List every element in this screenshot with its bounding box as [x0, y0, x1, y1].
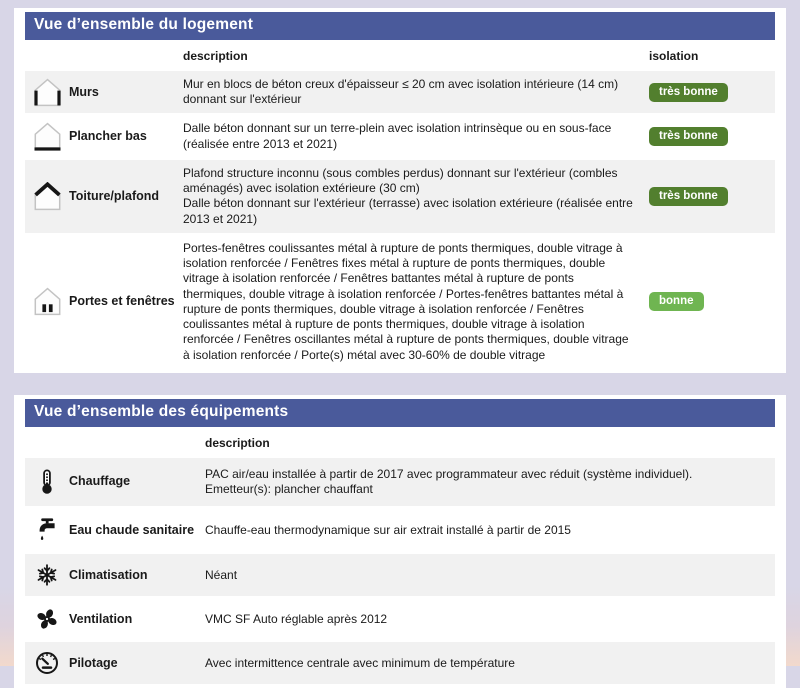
row-label: Murs [69, 84, 99, 99]
row-label: Ventilation [69, 611, 133, 626]
isolation-badge: très bonne [649, 127, 728, 147]
table-row-murs: Murs Mur en blocs de béton creux d'épais… [25, 71, 775, 114]
table-row-plancher-bas: Plancher bas Dalle béton donnant sur un … [25, 115, 775, 157]
logement-column-headers: description isolation [25, 40, 775, 69]
row-description: Portes-fenêtres coulissantes métal à rup… [183, 240, 629, 362]
faucet-icon [25, 517, 69, 543]
house-walls-icon [25, 78, 69, 107]
table-row-chauffage: Chauffage PAC air/eau installée à partir… [25, 457, 775, 507]
row-description: Dalle béton donnant sur un terre-plein a… [183, 121, 612, 151]
isolation-badge: très bonne [649, 186, 728, 206]
table-row-climatisation: Climatisation Néant [25, 554, 775, 597]
table-row-ventilation: Ventilation VMC SF Auto réglable après 2… [25, 598, 775, 640]
column-header-description: description [183, 49, 248, 63]
row-description: Néant [205, 567, 238, 582]
row-label: Toiture/plafond [69, 188, 160, 203]
logement-section: Vue d’ensemble du logement description i… [14, 8, 786, 373]
thermometer-icon [25, 469, 69, 495]
row-description: Mur en blocs de béton creux d'épaisseur … [183, 77, 619, 107]
column-header-isolation: isolation [649, 49, 699, 63]
isolation-badge: très bonne [649, 82, 728, 102]
equipements-column-headers: description [25, 427, 775, 456]
row-label: Plancher bas [69, 129, 147, 144]
row-description: Plafond structure inconnu (sous combles … [183, 165, 633, 226]
row-label: Portes et fenêtres [69, 294, 175, 309]
house-floor-icon [25, 122, 69, 151]
row-label: Climatisation [69, 567, 148, 582]
column-header-description: description [205, 435, 270, 450]
table-row-pilotage: Pilotage Avec intermittence centrale ave… [25, 642, 775, 685]
equipements-section: Vue d’ensemble des équipements descripti… [14, 394, 786, 688]
fan-icon [25, 607, 69, 631]
table-row-toiture: Toiture/plafond Plafond structure inconn… [25, 159, 775, 233]
house-roof-icon [25, 181, 69, 211]
logement-section-title: Vue d’ensemble du logement [25, 12, 775, 40]
row-description: Chauffe-eau thermodynamique sur air extr… [205, 522, 571, 537]
table-row-portes-fenetres: Portes et fenêtres Portes-fenêtres couli… [25, 235, 775, 369]
snowflake-icon [25, 563, 69, 587]
house-doors-windows-icon [25, 287, 69, 316]
row-label: Chauffage [69, 474, 131, 489]
row-label: Eau chaude sanitaire [69, 522, 195, 537]
isolation-badge: bonne [649, 292, 704, 312]
equipements-section-title: Vue d’ensemble des équipements [25, 398, 775, 427]
gauge-icon [25, 651, 69, 675]
row-description: VMC SF Auto réglable après 2012 [205, 611, 388, 626]
row-description: PAC air/eau installée à partir de 2017 a… [205, 466, 693, 496]
table-row-eau-chaude: Eau chaude sanitaire Chauffe-eau thermod… [25, 508, 775, 552]
